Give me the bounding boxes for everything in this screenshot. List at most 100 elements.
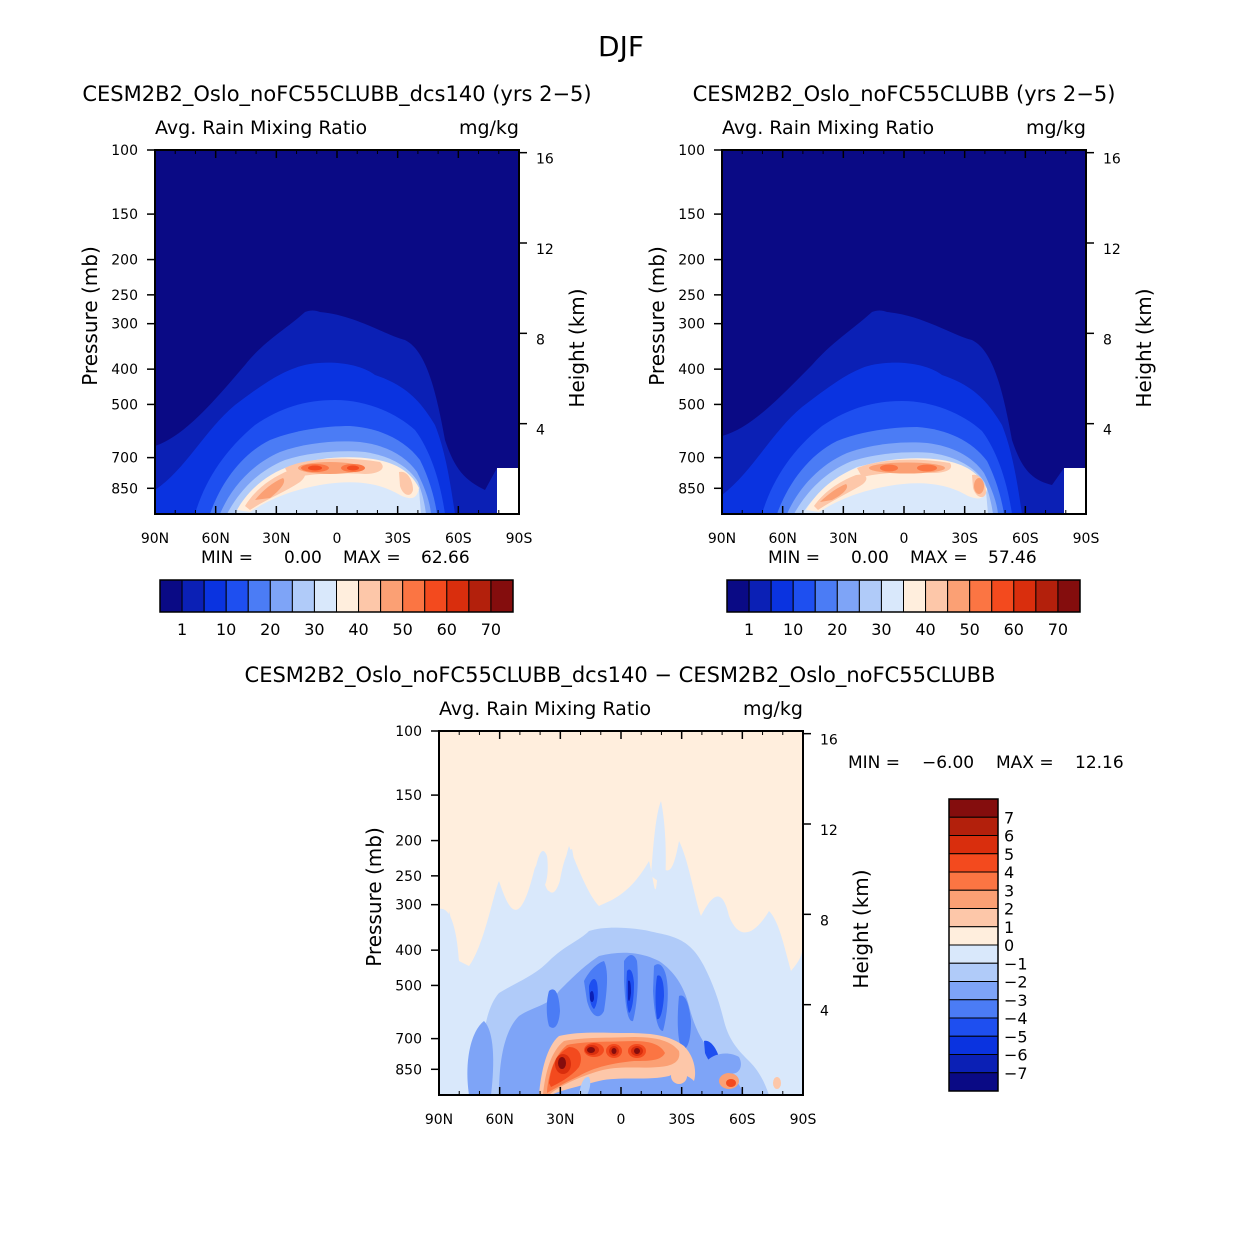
panel-1-max-value: 62.66: [421, 548, 470, 568]
panel-2-colorbar-box: [969, 579, 993, 613]
panel-3-neg-6-strip: [628, 980, 631, 1001]
panel-1-ytick-label: 150: [111, 207, 138, 223]
panel-3-colorbar-box: [948, 1054, 999, 1074]
panel-3-xtick-label: 90N: [425, 1112, 453, 1128]
panel-3-min-value: −6.00: [922, 753, 974, 773]
panel-1-ytick-label: 100: [111, 143, 138, 159]
panel-3-ytick-label: 250: [395, 869, 422, 885]
panel-1-units: mg/kg: [459, 117, 519, 139]
panel-3-min-label: MIN =: [848, 753, 900, 773]
panel-3-colorbar-label: 7: [1004, 808, 1014, 827]
panel-2-min-value: 0.00: [851, 548, 889, 568]
panel-1-xtick-label: 60N: [202, 531, 230, 547]
panel-3-ylabel: Pressure (mb): [362, 827, 386, 967]
panel-2-xtick-label: 60N: [769, 531, 797, 547]
panel-2-xtick-label: 60S: [1012, 531, 1039, 547]
panel-2-colorbar-box: [748, 579, 772, 613]
figure-title: DJF: [598, 30, 644, 63]
panel-3-colorbar-label: 5: [1004, 845, 1014, 864]
panel-2-field: [722, 150, 1086, 514]
panel-1: CESM2B2_Oslo_noFC55CLUBB_dcs140 (yrs 2−5…: [78, 82, 592, 639]
panel-2-ytick-label: 700: [678, 451, 705, 467]
panel-3-neg-5-strip-b: [655, 975, 664, 1020]
panel-2-ytick-right-label: 12: [1103, 242, 1121, 258]
panel-3-neg-near-surface: [579, 1076, 591, 1095]
panel-1-colorbar-box: [358, 579, 382, 613]
panel-2-colorbar-label: 30: [871, 620, 891, 639]
panel-3-max-label: MAX =: [996, 753, 1054, 773]
panel-3-colorbar-label: 3: [1004, 881, 1014, 900]
panel-1-colorbar-label: 30: [304, 620, 324, 639]
panel-2-units: mg/kg: [1026, 117, 1086, 139]
panel-3-ytick-label: 500: [395, 978, 422, 994]
panel-1-ylabel: Pressure (mb): [78, 246, 102, 386]
panel-2-colorbar-label: 60: [1004, 620, 1024, 639]
panel-3-neg-south: [707, 1053, 741, 1074]
panel-2-axes: 90N 60N 30N 0 30S 60S 90S 100 150 200 250 300 400 500…: [645, 143, 1156, 547]
panel-2-colorbar-box: [726, 579, 750, 613]
panel-1-colorbar-box: [203, 579, 227, 613]
panel-1-ytick-right-label: 12: [536, 242, 554, 258]
panel-3-colorbar-box: [948, 889, 999, 909]
panel-2-missing-data: [1064, 468, 1086, 514]
panel-1-blob-d: [255, 478, 285, 500]
panel-3-colorbar-box: [948, 999, 999, 1019]
panel-2-colorbar-box: [1035, 579, 1059, 613]
panel-2-max-label: MAX =: [910, 548, 968, 568]
panel-3-colorbar-label: −5: [1004, 1027, 1028, 1046]
panel-1-colorbar-label: 1: [177, 620, 187, 639]
panel-1-ytick-label: 400: [111, 362, 138, 378]
panel-2-colorbar-box: [814, 579, 838, 613]
panel-2-ytick-right-label: 4: [1103, 423, 1112, 439]
panel-2-colorbar-box: [947, 579, 971, 613]
panel-1-colorbar-box: [159, 579, 183, 613]
panel-1-colorbar-box: [380, 579, 404, 613]
panel-2-xtick-label: 30N: [829, 531, 857, 547]
panel-2-ytick-label: 850: [678, 481, 705, 497]
panel-3-colorbar-box: [948, 1017, 999, 1037]
panel-1-field: [155, 150, 519, 514]
panel-1-xtick-label: 90N: [141, 531, 169, 547]
panel-3-ytick-label: 700: [395, 1032, 422, 1048]
panel-3-neg-4-strip-d: [546, 989, 560, 1028]
panel-2-core-1: [880, 464, 898, 472]
panel-1-colorbar-box: [446, 579, 470, 613]
panel-3-colorbar-label: −3: [1004, 991, 1028, 1010]
panel-2-colorbar-label: 20: [827, 620, 847, 639]
panel-1-ytick-label: 200: [111, 253, 138, 269]
panel-1-min-label: MIN =: [201, 548, 253, 568]
panel-2-colorbar-box: [858, 579, 882, 613]
panel-1-colorbar-box: [402, 579, 426, 613]
panel-1-colorbar-box: [336, 579, 360, 613]
panel-2-colorbar-label: 10: [783, 620, 803, 639]
panel-1-colorbar-box: [225, 579, 249, 613]
panel-1-ytick-label: 300: [111, 317, 138, 333]
panel-3-colorbar-label: −1: [1004, 954, 1028, 973]
panel-1-ytick-label: 850: [111, 481, 138, 497]
panel-3-colorbar-label: 4: [1004, 863, 1014, 882]
panel-2-ytick-label: 500: [678, 397, 705, 413]
panel-1-ytick-label: 500: [111, 397, 138, 413]
panel-2-colorbar: 1 10 20 30 40 50 60 70: [726, 579, 1081, 639]
panel-2-ytick-label: 150: [678, 207, 705, 223]
panel-3: CESM2B2_Oslo_noFC55CLUBB_dcs140 − CESM2B…: [245, 663, 1124, 1128]
panel-3-pos-6: [558, 1057, 566, 1069]
panel-3-xtick-label: 30S: [668, 1112, 695, 1128]
panel-2-colorbar-label: 40: [915, 620, 935, 639]
panel-3-xtick-label: 90S: [790, 1112, 817, 1128]
panel-3-colorbar-label: 6: [1004, 827, 1014, 846]
panel-2-ytick-label: 250: [678, 288, 705, 304]
panel-1-max-label: MAX =: [343, 548, 401, 568]
panel-1-colorbar-box: [247, 579, 271, 613]
panel-3-pos-6-blob-c: [634, 1048, 640, 1054]
panel-3-ytick-label: 150: [395, 788, 422, 804]
panel-1-colorbar-frame: [159, 579, 514, 613]
panel-1-colorbar-label: 50: [393, 620, 413, 639]
panel-3-max-value: 12.16: [1075, 753, 1124, 773]
panel-2-xtick-label: 90N: [708, 531, 736, 547]
panel-3-pos-6-blob-a: [587, 1047, 595, 1053]
panel-2-xtick-label: 30S: [951, 531, 978, 547]
panel-2-colorbar-box: [880, 579, 904, 613]
panel-3-colorbar-label: 2: [1004, 900, 1014, 919]
panel-2-core-2: [917, 464, 937, 472]
